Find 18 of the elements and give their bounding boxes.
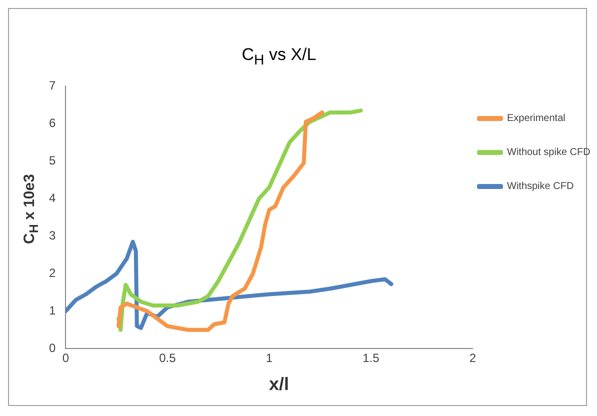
- y-tick-label: 1: [48, 303, 56, 318]
- x-tick-label: 0.5: [159, 351, 176, 366]
- legend-label: Withspike CFD: [507, 180, 574, 192]
- y-tick-label: 6: [48, 116, 56, 130]
- x-tick-label: 0: [62, 351, 70, 366]
- x-axis-title: x/l: [268, 374, 290, 395]
- y-tick-label: 3: [48, 228, 56, 242]
- y-tick-label: 5: [48, 153, 56, 168]
- y-tick-label: 4: [48, 190, 56, 205]
- y-tick-label: 0: [48, 340, 56, 355]
- y-tick-label: 7: [48, 78, 56, 93]
- legend-label: Without spike CFD: [507, 146, 590, 158]
- y-tick-label: 2: [48, 266, 56, 280]
- x-tick-label: 2: [469, 351, 476, 366]
- x-tick-label: 1.5: [362, 351, 380, 366]
- x-tick-label: 1: [266, 351, 273, 366]
- chart-title: C$_{H}$ vs X/L: [240, 45, 318, 68]
- legend-label: Experimental: [507, 112, 566, 124]
